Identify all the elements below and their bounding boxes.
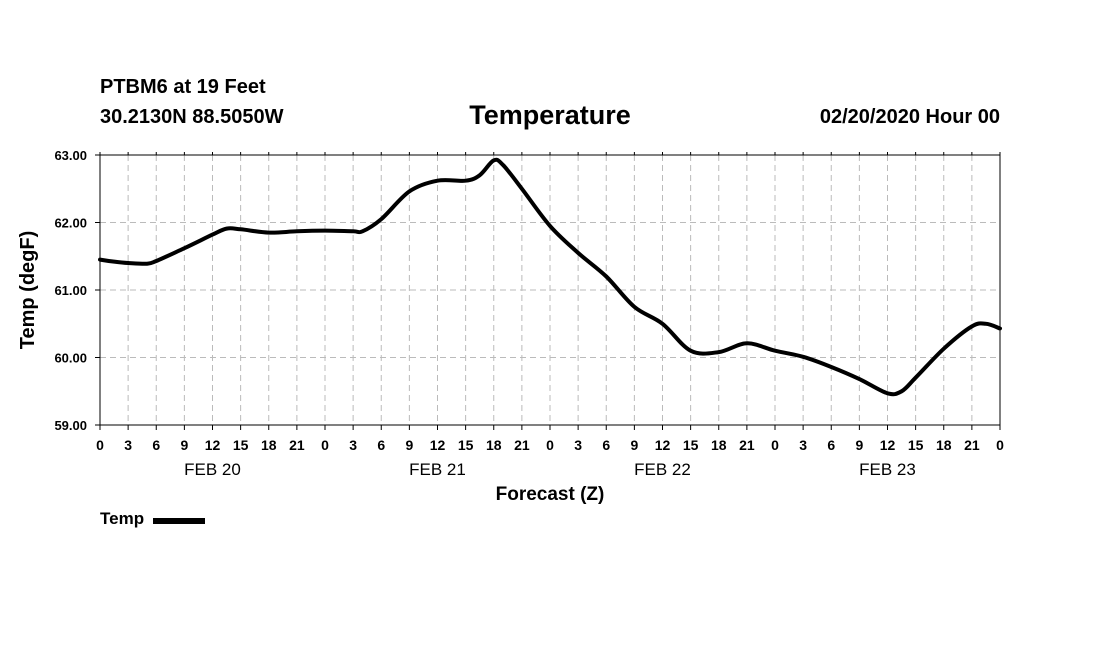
x-tick-label: 3 bbox=[574, 437, 582, 453]
legend: Temp bbox=[100, 509, 206, 529]
x-axis: 0 3 6 9 12 15 18 21 0 3 6 9 12 15 18 21 0 3 6 9 12 15 18 21 0 3 6 9… bbox=[96, 152, 1004, 479]
x-tick-label: 12 bbox=[880, 437, 896, 453]
forecast-datetime: 02/20/2020 Hour 00 bbox=[819, 106, 1000, 128]
x-tick-label: 12 bbox=[655, 437, 671, 453]
x-tick-label: 21 bbox=[514, 437, 530, 453]
x-axis-label: Forecast (Z) bbox=[496, 484, 605, 505]
x-tick-label: 0 bbox=[996, 437, 1004, 453]
x-tick-label: 21 bbox=[964, 437, 980, 453]
x-tick-label: 18 bbox=[261, 437, 277, 453]
coordinates-label: 30.2130N 88.5050W bbox=[100, 106, 284, 128]
day-label: FEB 20 bbox=[184, 460, 241, 479]
x-tick-label: 0 bbox=[771, 437, 779, 453]
x-tick-label: 15 bbox=[233, 437, 249, 453]
x-tick-label: 3 bbox=[349, 437, 357, 453]
grid-lines bbox=[100, 155, 1000, 425]
x-tick-label: 0 bbox=[546, 437, 554, 453]
x-tick-label: 9 bbox=[855, 437, 863, 453]
x-tick-label: 15 bbox=[683, 437, 699, 453]
legend-line-swatch bbox=[153, 517, 206, 524]
x-tick-label: 18 bbox=[711, 437, 727, 453]
legend-label: Temp bbox=[100, 509, 145, 528]
x-tick-label: 6 bbox=[602, 437, 610, 453]
y-tick-label: 62.00 bbox=[54, 216, 87, 231]
x-tick-label: 12 bbox=[430, 437, 446, 453]
x-tick-label: 3 bbox=[124, 437, 132, 453]
x-tick-label: 21 bbox=[289, 437, 305, 453]
chart-title: Temperature bbox=[469, 100, 631, 130]
y-tick-label: 59.00 bbox=[54, 418, 87, 433]
x-tick-label: 9 bbox=[405, 437, 413, 453]
day-label: FEB 22 bbox=[634, 460, 691, 479]
y-axis: 59.00 60.00 61.00 62.00 63.00 bbox=[54, 148, 100, 433]
day-label: FEB 21 bbox=[409, 460, 466, 479]
series-line-temp bbox=[98, 157, 1002, 397]
x-tick-label: 6 bbox=[827, 437, 835, 453]
x-tick-label: 18 bbox=[486, 437, 502, 453]
y-axis-label: Temp (degF) bbox=[17, 231, 39, 350]
x-tick-label: 9 bbox=[180, 437, 188, 453]
x-tick-label: 15 bbox=[458, 437, 474, 453]
x-tick-label: 6 bbox=[152, 437, 160, 453]
station-label: PTBM6 at 19 Feet bbox=[100, 76, 266, 98]
x-tick-label: 0 bbox=[321, 437, 329, 453]
x-tick-label: 15 bbox=[908, 437, 924, 453]
x-tick-label: 3 bbox=[799, 437, 807, 453]
x-tick-label: 18 bbox=[936, 437, 952, 453]
day-label: FEB 23 bbox=[859, 460, 916, 479]
x-tick-label: 6 bbox=[377, 437, 385, 453]
series-layer bbox=[98, 157, 1002, 397]
y-tick-label: 61.00 bbox=[54, 283, 87, 298]
y-tick-label: 63.00 bbox=[54, 148, 87, 163]
x-tick-label: 9 bbox=[630, 437, 638, 453]
x-tick-label: 12 bbox=[205, 437, 221, 453]
x-tick-label: 0 bbox=[96, 437, 104, 453]
x-tick-label: 21 bbox=[739, 437, 755, 453]
y-tick-label: 60.00 bbox=[54, 351, 87, 366]
